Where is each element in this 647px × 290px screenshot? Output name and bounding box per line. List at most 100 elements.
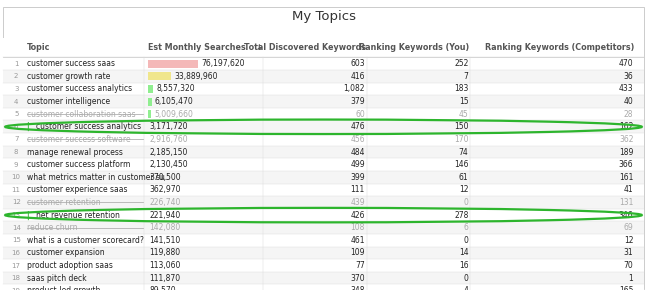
Text: 1,082: 1,082: [344, 84, 365, 93]
Text: 470: 470: [619, 59, 633, 68]
FancyBboxPatch shape: [3, 83, 644, 95]
Text: 18: 18: [12, 275, 21, 281]
Text: 60: 60: [355, 110, 365, 119]
Text: 362: 362: [619, 135, 633, 144]
Text: ▏: ▏: [27, 122, 34, 131]
Text: 74: 74: [459, 148, 468, 157]
Text: 5: 5: [14, 111, 18, 117]
Text: 366: 366: [619, 160, 633, 169]
Text: 183: 183: [454, 84, 468, 93]
Text: customer success platform: customer success platform: [27, 160, 131, 169]
Text: 2,185,150: 2,185,150: [149, 148, 188, 157]
Text: customer collaboration saas: customer collaboration saas: [27, 110, 136, 119]
Text: what metrics matter in customer su.: what metrics matter in customer su.: [27, 173, 168, 182]
FancyBboxPatch shape: [3, 133, 644, 146]
Text: 484: 484: [351, 148, 365, 157]
Text: customer retention: customer retention: [27, 198, 101, 207]
Text: Topic: Topic: [27, 44, 50, 52]
Text: 476: 476: [350, 122, 365, 131]
Text: 6: 6: [463, 223, 468, 232]
Text: 362,970: 362,970: [149, 185, 181, 194]
Text: 15: 15: [12, 237, 21, 243]
Text: 439: 439: [350, 198, 365, 207]
Text: Total Discovered Keywords: Total Discovered Keywords: [244, 44, 366, 52]
Text: 252: 252: [454, 59, 468, 68]
Text: net revenue retention: net revenue retention: [36, 211, 120, 220]
Text: 108: 108: [351, 223, 365, 232]
Text: customer experience saas: customer experience saas: [27, 185, 127, 194]
FancyBboxPatch shape: [3, 209, 644, 222]
FancyBboxPatch shape: [3, 184, 644, 196]
FancyBboxPatch shape: [3, 272, 644, 284]
Text: 7: 7: [14, 136, 18, 142]
Text: 33,889,960: 33,889,960: [174, 72, 217, 81]
Text: 8,557,320: 8,557,320: [157, 84, 195, 93]
FancyBboxPatch shape: [3, 38, 644, 57]
Text: 461: 461: [351, 236, 365, 245]
Text: 2: 2: [14, 73, 18, 79]
Text: 0: 0: [463, 236, 468, 245]
Text: reduce churn: reduce churn: [27, 223, 78, 232]
Text: 3: 3: [14, 86, 18, 92]
FancyBboxPatch shape: [3, 95, 644, 108]
FancyBboxPatch shape: [148, 72, 171, 80]
Text: ▏: ▏: [27, 211, 34, 220]
Text: 77: 77: [355, 261, 365, 270]
Text: 31: 31: [624, 249, 633, 258]
Text: 221,940: 221,940: [149, 211, 181, 220]
Text: 370: 370: [350, 274, 365, 283]
Text: 70: 70: [624, 261, 633, 270]
Text: 11: 11: [12, 187, 21, 193]
FancyBboxPatch shape: [3, 259, 644, 272]
Text: 278: 278: [454, 211, 468, 220]
Text: customer success analytics: customer success analytics: [27, 84, 132, 93]
Text: Ranking Keywords (Competitors): Ranking Keywords (Competitors): [485, 44, 635, 52]
Text: 28: 28: [624, 110, 633, 119]
FancyBboxPatch shape: [3, 70, 644, 83]
FancyBboxPatch shape: [3, 7, 644, 289]
Text: My Topics: My Topics: [292, 10, 355, 23]
Text: 142,080: 142,080: [149, 223, 181, 232]
FancyBboxPatch shape: [148, 85, 153, 93]
Text: Est Monthly Searches: Est Monthly Searches: [148, 44, 246, 52]
FancyBboxPatch shape: [3, 108, 644, 121]
Text: ↓: ↓: [256, 44, 262, 52]
Text: 61: 61: [459, 173, 468, 182]
Text: 89,570: 89,570: [149, 286, 176, 290]
Text: 0: 0: [463, 198, 468, 207]
Text: 41: 41: [624, 185, 633, 194]
Text: 141,510: 141,510: [149, 236, 181, 245]
FancyBboxPatch shape: [3, 158, 644, 171]
Text: what is a customer scorecard?: what is a customer scorecard?: [27, 236, 144, 245]
Text: 16: 16: [12, 250, 21, 256]
Text: 15: 15: [459, 97, 468, 106]
Text: 111,870: 111,870: [149, 274, 181, 283]
Text: customer expansion: customer expansion: [27, 249, 105, 258]
Text: 12: 12: [459, 185, 468, 194]
Text: 10: 10: [12, 174, 21, 180]
Text: 348: 348: [351, 286, 365, 290]
Text: 131: 131: [619, 198, 633, 207]
FancyBboxPatch shape: [3, 246, 644, 259]
Text: 170: 170: [454, 135, 468, 144]
Text: 19: 19: [12, 288, 21, 290]
Text: 416: 416: [351, 72, 365, 81]
Text: 12: 12: [624, 236, 633, 245]
Text: 161: 161: [619, 173, 633, 182]
Text: 109: 109: [351, 249, 365, 258]
Text: saas pitch deck: saas pitch deck: [27, 274, 87, 283]
FancyBboxPatch shape: [3, 171, 644, 184]
Text: 4: 4: [463, 286, 468, 290]
Text: 8: 8: [14, 149, 18, 155]
Text: Ranking Keywords (You): Ranking Keywords (You): [360, 44, 470, 52]
Text: 2,130,450: 2,130,450: [149, 160, 188, 169]
Text: 2,916,760: 2,916,760: [149, 135, 188, 144]
Text: product-led growth: product-led growth: [27, 286, 100, 290]
Text: 17: 17: [12, 262, 21, 269]
Text: manage renewal process: manage renewal process: [27, 148, 123, 157]
Text: 6: 6: [14, 124, 18, 130]
Text: 1: 1: [14, 61, 18, 67]
Text: 40: 40: [624, 97, 633, 106]
Text: 165: 165: [619, 286, 633, 290]
Text: 603: 603: [350, 59, 365, 68]
